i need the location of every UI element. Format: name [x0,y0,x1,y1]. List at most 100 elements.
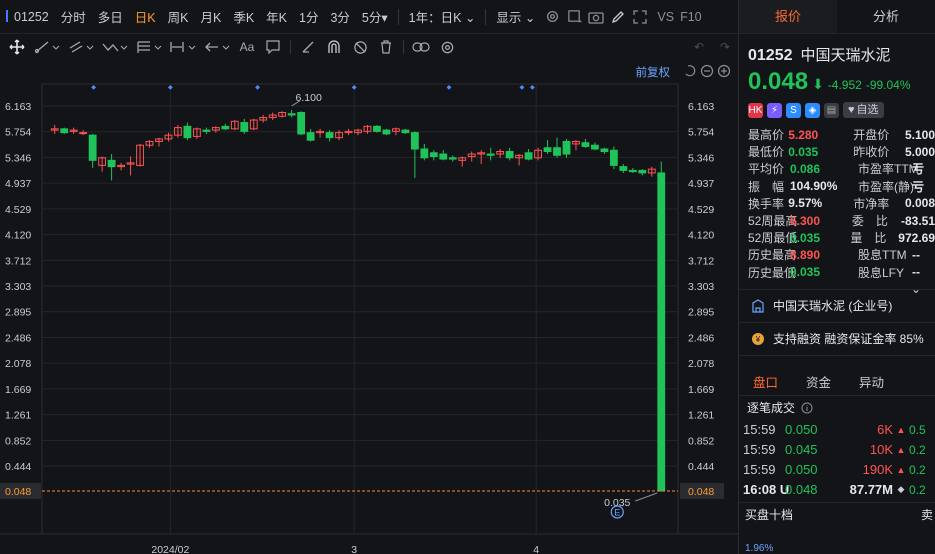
candle-body[interactable] [505,151,514,159]
candle-body[interactable] [534,149,542,159]
candle-body[interactable] [420,148,429,159]
candle-body[interactable] [553,147,561,156]
candle-body[interactable] [458,157,467,161]
candle-body[interactable] [249,119,258,130]
candle-body[interactable] [174,127,182,136]
period-tab-quarterly[interactable]: 季K [233,11,255,25]
enterprise-card[interactable]: 中国天瑞水泥 (企业号) [739,290,935,323]
fib-tool-icon[interactable] [132,36,166,58]
period-tab-5min[interactable]: 5分▾ [361,11,388,25]
add-watchlist-button[interactable]: ♥ 自选 [843,102,884,118]
magnet-icon[interactable] [321,36,347,58]
tab-orderbook[interactable]: 盘口 [753,375,779,390]
settings-icon[interactable] [434,36,460,58]
tab-analysis[interactable]: 分析 [872,9,899,24]
candle-body[interactable] [448,157,457,160]
candle-body[interactable] [240,122,249,132]
redo-icon[interactable]: ↷ [719,40,731,54]
candle-body[interactable] [221,125,230,130]
arrow-tool-icon[interactable] [200,36,234,58]
candle-body[interactable] [297,111,306,135]
candle-body[interactable] [363,125,372,132]
candle-body[interactable] [268,114,277,119]
candle-body[interactable] [391,128,400,132]
reset-icon[interactable] [685,65,696,77]
candle-body[interactable] [496,151,505,155]
candle-body[interactable] [562,140,571,155]
layout-icon[interactable] [563,6,585,28]
candle-body[interactable] [373,125,381,132]
candle-body[interactable] [69,129,78,132]
tab-unusual[interactable]: 异动 [859,375,885,390]
candle-body[interactable] [619,166,628,171]
candle-body[interactable] [98,157,107,166]
candle-body[interactable] [183,125,192,139]
camera-icon[interactable] [585,6,607,28]
candle-body[interactable] [287,113,296,116]
measure-tool-icon[interactable] [166,36,200,58]
candle-body[interactable] [486,153,495,156]
period-tab-weekly[interactable]: 周K [167,11,189,25]
candle-body[interactable] [628,169,637,173]
gear-icon[interactable] [541,6,563,28]
candle-body[interactable] [60,128,69,134]
margin-card[interactable]: ¥ 支持融资 融资保证金率 85% [739,323,935,356]
candle-body[interactable] [344,130,353,134]
candle-body[interactable] [164,134,173,140]
candle-body[interactable] [657,172,666,492]
info-icon[interactable] [801,402,813,414]
link-icon[interactable] [408,36,434,58]
zoom-out-icon[interactable] [700,64,714,78]
candle-body[interactable] [354,129,362,134]
period-tab-daily[interactable]: 日K [134,11,156,25]
candle-body[interactable] [609,149,618,166]
ruler-tool-icon[interactable] [295,36,321,58]
fullscreen-icon[interactable] [629,6,651,28]
undo-icon[interactable]: ↶ [693,40,705,54]
candle-body[interactable] [155,138,163,142]
candle-body[interactable] [88,134,97,161]
period-tab-1min[interactable]: 1分 [299,11,319,25]
candle-body[interactable] [259,117,268,121]
zoom-in-icon[interactable] [717,64,731,78]
candle-body[interactable] [467,153,476,158]
crosshair-icon[interactable] [4,36,30,58]
candle-body[interactable] [126,162,135,165]
candle-body[interactable] [202,129,211,132]
candle-body[interactable] [325,132,334,139]
candle-body[interactable] [117,164,125,168]
compare-button[interactable]: VS [657,9,675,24]
candle-body[interactable] [638,169,647,174]
event-e-icon[interactable] [610,505,624,519]
display-menu[interactable]: 显示 ⌄ [496,11,536,25]
period-tab-monthly[interactable]: 月K [200,11,222,25]
candle-body[interactable] [192,128,201,137]
candle-body[interactable] [316,130,325,134]
kline-chart[interactable]: 6.163 6.163 5.754 5.754 5.346 5.346 4.937 4.937… [0,60,738,554]
candle-body[interactable] [647,168,656,174]
pen-icon[interactable] [607,6,629,28]
period-tab-yearly[interactable]: 年K [266,11,288,25]
candle-body[interactable] [591,144,599,150]
expand-chevron-icon[interactable]: ⌄ [910,282,921,296]
candle-body[interactable] [543,147,552,153]
candle-body[interactable] [136,144,144,166]
tab-quote[interactable]: 报价 [739,0,837,33]
candle-body[interactable] [211,127,220,131]
tab-capital[interactable]: 资金 [806,375,832,390]
candle-body[interactable] [145,140,154,146]
candle-body[interactable] [581,142,590,147]
text-tool-icon[interactable]: Aa [239,40,255,54]
f10-button[interactable]: F10 [680,9,702,24]
candle-body[interactable] [410,132,419,150]
candle-body[interactable] [477,152,486,155]
candle-body[interactable] [429,152,438,158]
candle-body[interactable] [79,132,88,135]
period-tab-multiday[interactable]: 多日 [97,11,123,25]
candle-body[interactable] [335,132,343,139]
candle-body[interactable] [382,129,391,135]
note-tool-icon[interactable] [260,36,286,58]
candle-body[interactable] [50,128,59,131]
candle-body[interactable] [401,129,410,134]
candle-body[interactable] [524,152,533,160]
